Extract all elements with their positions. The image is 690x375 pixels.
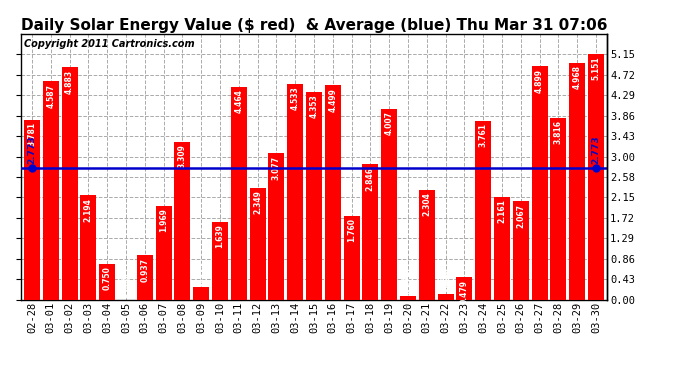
Text: 3.309: 3.309 <box>178 144 187 168</box>
Bar <box>137 255 152 300</box>
Bar <box>362 164 378 300</box>
Bar <box>456 277 473 300</box>
Bar <box>155 206 172 300</box>
Bar <box>175 142 190 300</box>
Text: 1.760: 1.760 <box>347 218 356 242</box>
Bar <box>400 297 416 300</box>
Bar <box>287 84 303 300</box>
Text: 0.750: 0.750 <box>103 267 112 291</box>
Text: 0.479: 0.479 <box>460 279 469 303</box>
Bar <box>306 92 322 300</box>
Bar <box>230 87 247 300</box>
Text: 4.353: 4.353 <box>309 94 319 118</box>
Text: 2.846: 2.846 <box>366 166 375 190</box>
Text: Copyright 2011 Cartronics.com: Copyright 2011 Cartronics.com <box>23 39 195 49</box>
Bar <box>494 197 510 300</box>
Bar <box>437 294 453 300</box>
Bar <box>419 190 435 300</box>
Text: 4.499: 4.499 <box>328 88 337 112</box>
Text: 0.125: 0.125 <box>441 268 450 292</box>
Text: 2.161: 2.161 <box>497 199 506 223</box>
Text: 0.273: 0.273 <box>197 261 206 285</box>
Text: 4.883: 4.883 <box>65 69 74 93</box>
Text: 4.587: 4.587 <box>46 84 55 108</box>
Text: 4.464: 4.464 <box>235 89 244 113</box>
Text: 2.773: 2.773 <box>591 136 600 164</box>
Text: 1.639: 1.639 <box>215 224 224 248</box>
Bar <box>513 201 529 300</box>
Bar <box>99 264 115 300</box>
Text: 4.899: 4.899 <box>535 69 544 93</box>
Bar <box>569 63 585 300</box>
Bar <box>475 120 491 300</box>
Bar <box>212 222 228 300</box>
Text: 1.969: 1.969 <box>159 209 168 232</box>
Text: 2.304: 2.304 <box>422 192 431 216</box>
Bar <box>268 153 284 300</box>
Text: 2.773: 2.773 <box>28 136 37 164</box>
Text: 2.349: 2.349 <box>253 190 262 214</box>
Bar <box>80 195 97 300</box>
Bar <box>250 188 266 300</box>
Bar <box>531 66 548 300</box>
Text: 3.077: 3.077 <box>272 156 281 180</box>
Bar <box>43 81 59 300</box>
Title: Daily Solar Energy Value ($ red)  & Average (blue) Thu Mar 31 07:06: Daily Solar Energy Value ($ red) & Avera… <box>21 18 607 33</box>
Text: 0.937: 0.937 <box>140 258 149 282</box>
Text: 2.194: 2.194 <box>84 198 93 222</box>
Bar <box>381 109 397 300</box>
Bar <box>551 118 566 300</box>
Bar <box>193 287 209 300</box>
Text: 4.007: 4.007 <box>384 111 393 135</box>
Text: 2.067: 2.067 <box>516 204 525 228</box>
Bar <box>588 54 604 300</box>
Text: 4.968: 4.968 <box>573 65 582 89</box>
Bar <box>344 216 359 300</box>
Text: 5.151: 5.151 <box>591 57 600 80</box>
Text: 3.781: 3.781 <box>28 122 37 146</box>
Bar <box>325 86 341 300</box>
Text: 0.074: 0.074 <box>404 270 413 294</box>
Bar <box>24 120 40 300</box>
Text: 3.816: 3.816 <box>554 120 563 144</box>
Text: 3.761: 3.761 <box>479 123 488 147</box>
Text: 0.000: 0.000 <box>121 274 130 298</box>
Bar <box>61 67 77 300</box>
Text: 4.533: 4.533 <box>290 86 299 110</box>
